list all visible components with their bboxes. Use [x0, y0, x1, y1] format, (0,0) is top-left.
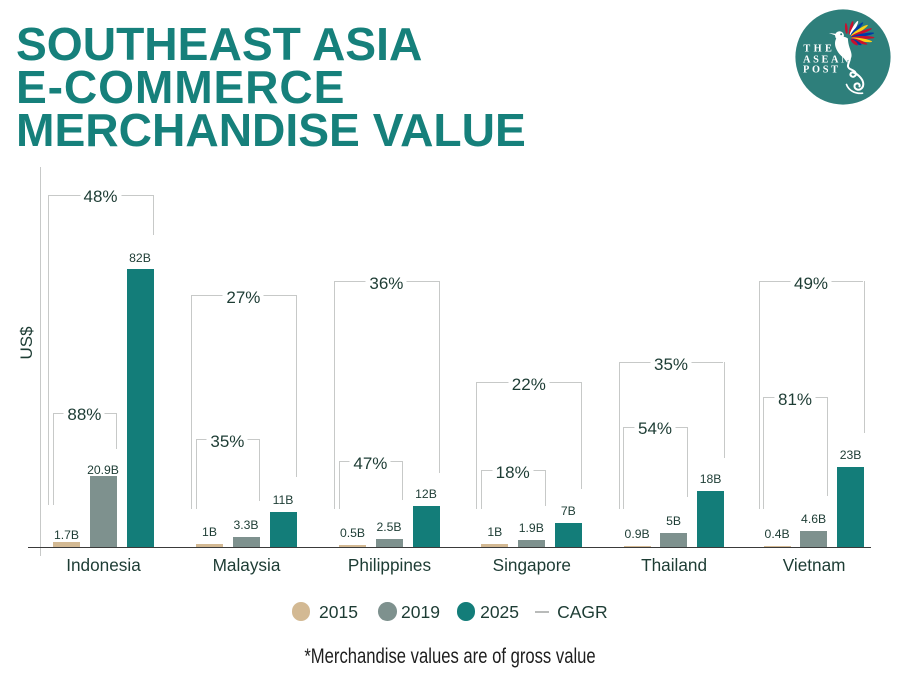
svg-text:ASEAN: ASEAN: [803, 54, 849, 65]
svg-text:THE: THE: [803, 44, 832, 55]
